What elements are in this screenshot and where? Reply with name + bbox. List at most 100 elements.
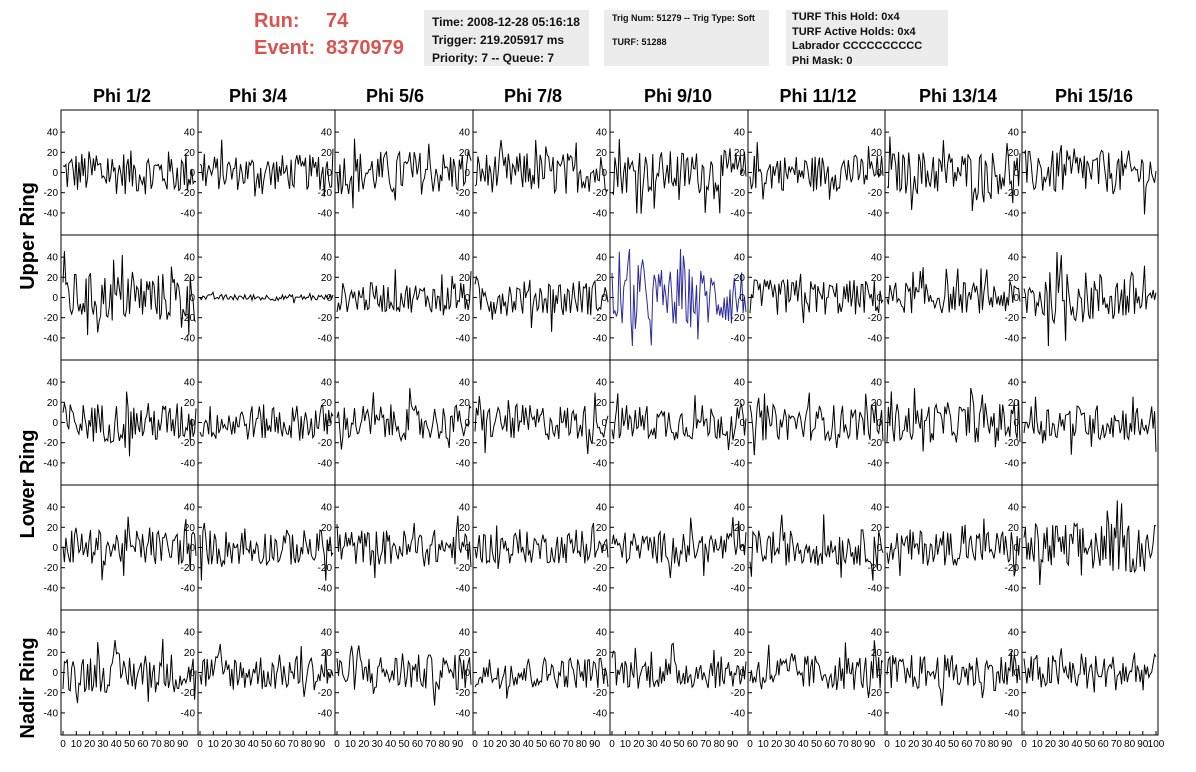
y-tick-label: -40 xyxy=(318,583,333,594)
trigger-line: Trigger: 219.205917 ms xyxy=(432,33,565,47)
waveform-trace xyxy=(886,267,1021,314)
y-tick-label: -20 xyxy=(1005,188,1020,199)
y-tick-label: 40 xyxy=(1008,503,1020,514)
x-tick-label: 0 xyxy=(60,739,66,750)
panel-r1-c0: -40 -20 0 20 40 xyxy=(44,234,199,361)
x-tick-label: 90 xyxy=(452,739,464,750)
y-tick-label: 20 xyxy=(321,273,333,284)
x-tick-label: 70 xyxy=(288,739,300,750)
y-tick-label: 20 xyxy=(596,523,608,534)
y-tick-label: 0 xyxy=(326,418,332,429)
y-tick-label: 20 xyxy=(459,648,471,659)
y-tick-label: -40 xyxy=(868,208,883,219)
y-tick-label: -20 xyxy=(456,438,471,449)
y-tick-label: 20 xyxy=(321,648,333,659)
x-tick-label: 90 xyxy=(177,739,189,750)
y-tick-label: 0 xyxy=(739,543,745,554)
waveform-trace xyxy=(474,392,609,455)
panel-frame xyxy=(1021,234,1159,361)
turf-hold-line: TURF This Hold: 0x4 xyxy=(792,11,900,23)
waveform-trace xyxy=(474,275,609,332)
y-tick-label: 0 xyxy=(189,293,195,304)
y-tick-label: 20 xyxy=(734,523,746,534)
x-tick-label: 80 xyxy=(439,739,451,750)
y-tick-label: -40 xyxy=(181,708,196,719)
x-tick-label: 0 xyxy=(1021,739,1027,750)
y-tick-label: -20 xyxy=(1005,563,1020,574)
y-tick-label: -20 xyxy=(868,563,883,574)
x-tick-label: 10 xyxy=(758,739,770,750)
y-tick-label: 40 xyxy=(1008,378,1020,389)
panel-r2-c2: -40 -20 0 20 40 xyxy=(318,359,474,486)
panel-r1-c6: -40 -20 0 20 40 xyxy=(868,234,1023,361)
waveform-trace xyxy=(474,522,609,570)
trigger-info-box: Trig Num: 51279 -- Trig Type: Soft TURF:… xyxy=(604,10,769,66)
panel-frame xyxy=(197,484,336,611)
y-tick-label: 40 xyxy=(321,253,333,264)
x-tick-label: 50 xyxy=(811,739,823,750)
y-tick-label: 40 xyxy=(184,253,196,264)
x-tick-label: 90 xyxy=(1001,739,1013,750)
y-tick-label: 20 xyxy=(871,648,883,659)
panel-r3-c6: -40 -20 0 20 40 xyxy=(868,484,1023,611)
x-tick-label: 0 xyxy=(609,739,615,750)
x-tick-label: 30 xyxy=(1058,739,1070,750)
x-tick-label: 30 xyxy=(97,739,109,750)
panel-r1-c4: -40 -20 0 20 40 xyxy=(593,234,749,361)
x-tick-label: 50 xyxy=(948,739,960,750)
waveform-trace xyxy=(62,516,197,581)
trig-num-line: Trig Num: 51279 -- Trig Type: Soft xyxy=(612,13,755,23)
y-tick-label: -40 xyxy=(731,458,746,469)
x-tick-label: 0 xyxy=(747,739,753,750)
panel-r2-c5: -40 -20 0 20 40 xyxy=(731,359,886,486)
waveform-trace xyxy=(336,515,472,579)
panel-r0-c4: -40 -20 0 20 40 xyxy=(593,109,749,236)
y-tick-label: 40 xyxy=(734,378,746,389)
y-tick-label: -20 xyxy=(456,188,471,199)
waveform-trace xyxy=(611,517,747,578)
y-tick-label: 40 xyxy=(47,628,59,639)
y-tick-label: -20 xyxy=(731,688,746,699)
y-tick-label: 40 xyxy=(596,503,608,514)
x-tick-label: 40 xyxy=(248,739,260,750)
y-tick-label: -20 xyxy=(1005,313,1020,324)
x-tick-label: 40 xyxy=(523,739,535,750)
y-tick-label: -40 xyxy=(731,208,746,219)
x-tick-label: 60 xyxy=(1098,739,1110,750)
x-tick-label: 40 xyxy=(660,739,672,750)
column-label-phi-11-12: Phi 11/12 xyxy=(779,86,857,106)
column-label-phi-13-14: Phi 13/14 xyxy=(918,86,998,106)
panel-frame xyxy=(60,359,199,486)
y-tick-label: 0 xyxy=(52,168,58,179)
waveform-trace xyxy=(474,139,609,195)
y-tick-label: 20 xyxy=(871,148,883,159)
y-tick-label: -40 xyxy=(1005,583,1020,594)
waveform-trace xyxy=(749,392,884,456)
y-tick-label: -40 xyxy=(44,708,59,719)
column-label-phi-7-8: Phi 7/8 xyxy=(503,86,563,106)
x-tick-label: 40 xyxy=(385,739,397,750)
y-tick-label: 20 xyxy=(184,648,196,659)
x-tick-label: 10 xyxy=(895,739,907,750)
y-tick-label: 40 xyxy=(47,503,59,514)
panel-r0-c1: -40 -20 0 20 40 xyxy=(181,109,336,236)
y-tick-label: 0 xyxy=(876,293,882,304)
y-tick-label: 40 xyxy=(321,503,333,514)
y-tick-label: -40 xyxy=(731,708,746,719)
panel-frame xyxy=(609,109,749,236)
waveform-trace xyxy=(62,638,197,704)
y-tick-label: 0 xyxy=(52,293,58,304)
y-tick-label: -20 xyxy=(868,313,883,324)
x-tick-label: 50 xyxy=(124,739,136,750)
column-label-phi-5-6: Phi 5/6 xyxy=(365,86,425,106)
y-tick-label: 20 xyxy=(459,273,471,284)
y-tick-label: 20 xyxy=(734,398,746,409)
y-tick-label: 40 xyxy=(47,128,59,139)
y-tick-label: 0 xyxy=(876,668,882,679)
panel-r1-c3: -40 -20 0 20 40 xyxy=(456,234,611,361)
waveform-trace xyxy=(199,290,334,304)
x-tick-label: 90 xyxy=(589,739,601,750)
y-tick-label: 40 xyxy=(321,628,333,639)
y-tick-label: 20 xyxy=(184,148,196,159)
waveform-trace xyxy=(611,248,747,347)
